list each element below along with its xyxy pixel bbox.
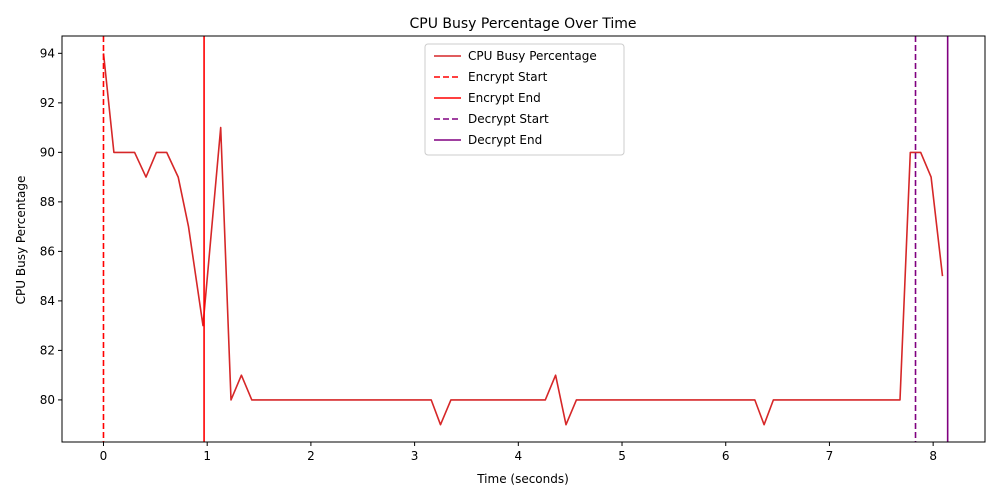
x-tick-label: 5 <box>618 449 626 463</box>
legend-label: Encrypt Start <box>468 70 548 84</box>
y-tick-label: 86 <box>40 244 55 258</box>
x-tick-label: 4 <box>514 449 522 463</box>
x-tick-label: 0 <box>100 449 108 463</box>
y-axis-ticks: 80 82 84 86 88 90 92 94 <box>40 46 62 407</box>
x-axis-ticks: 0 1 2 3 4 5 6 7 8 <box>100 442 937 463</box>
series-line-cpu-busy <box>102 53 944 426</box>
y-tick-label: 80 <box>40 393 55 407</box>
y-tick-label: 92 <box>40 96 55 110</box>
legend-label: Decrypt End <box>468 133 542 147</box>
legend: CPU Busy Percentage Encrypt Start Encrypt … <box>424 43 625 156</box>
x-tick-label: 1 <box>203 449 211 463</box>
x-tick-label: 8 <box>929 449 937 463</box>
y-tick-label: 84 <box>40 294 55 308</box>
y-tick-label: 88 <box>40 195 55 209</box>
legend-label: Decrypt Start <box>468 112 549 126</box>
x-axis-label: Time (seconds) <box>476 472 569 486</box>
x-tick-label: 3 <box>411 449 419 463</box>
plot-area <box>61 35 986 443</box>
legend-label: CPU Busy Percentage <box>468 49 597 63</box>
y-tick-label: 82 <box>40 343 55 357</box>
y-tick-label: 94 <box>40 46 55 60</box>
y-axis-label: CPU Busy Percentage <box>14 176 28 305</box>
chart-title: CPU Busy Percentage Over Time <box>409 16 636 32</box>
legend-label: Encrypt End <box>468 91 541 105</box>
x-tick-label: 7 <box>826 449 834 463</box>
y-tick-label: 90 <box>40 145 55 159</box>
axes-frame <box>61 35 986 443</box>
x-tick-label: 6 <box>722 449 730 463</box>
legend-box <box>424 43 625 156</box>
x-tick-label: 2 <box>307 449 315 463</box>
